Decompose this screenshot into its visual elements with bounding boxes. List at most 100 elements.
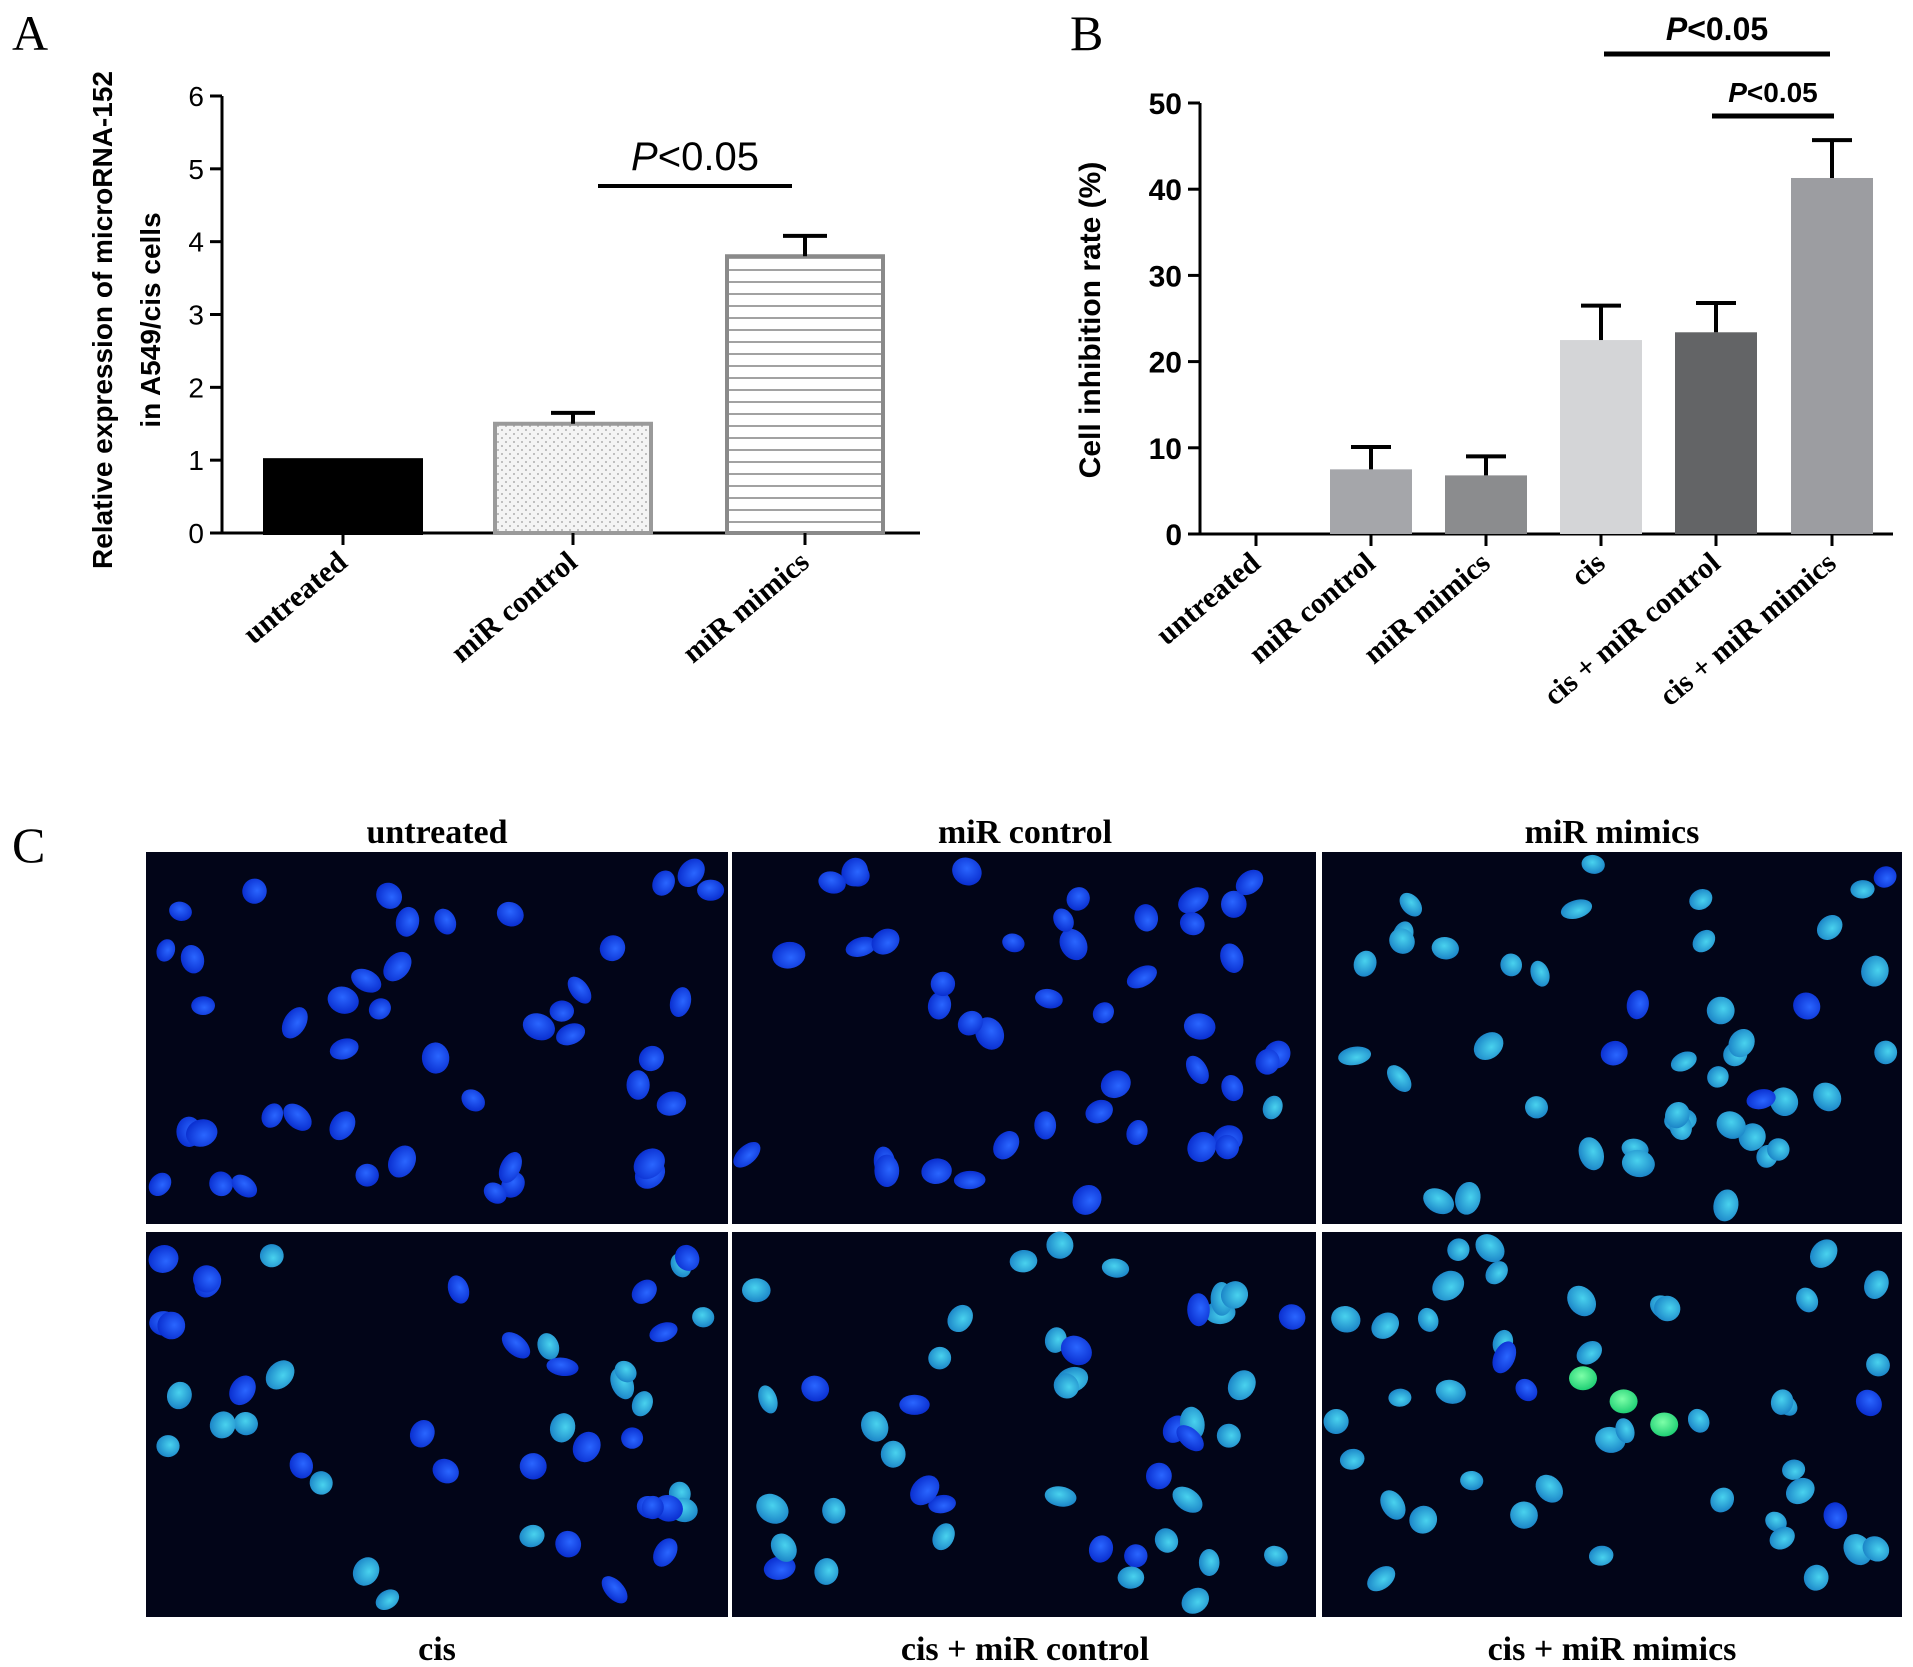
nucleus: [1578, 1137, 1605, 1171]
nucleus: [1124, 1544, 1148, 1568]
nucleus: [1220, 1281, 1249, 1309]
nucleus: [631, 1279, 657, 1304]
chart-b-x-tick-label: cis: [1565, 546, 1612, 593]
micrograph-label-top: miR control: [938, 814, 1112, 851]
nucleus: [652, 870, 675, 896]
nucleus: [1525, 1096, 1548, 1119]
nucleus: [975, 1017, 1005, 1050]
nucleus: [1126, 1119, 1148, 1146]
micrograph-panel: [732, 1231, 1316, 1617]
nucleus: [1492, 1341, 1517, 1374]
nucleus: [1072, 1184, 1102, 1215]
nucleus: [376, 882, 403, 909]
nucleus: [953, 1170, 986, 1190]
nucleus: [1198, 1549, 1220, 1576]
nucleus: [352, 1557, 380, 1586]
nucleus: [434, 908, 457, 935]
nucleus: [1387, 1065, 1412, 1093]
nucleus: [193, 1265, 221, 1293]
nucleus: [1813, 1082, 1842, 1112]
nucleus: [1823, 1502, 1848, 1529]
nucleus: [1600, 1040, 1628, 1066]
nucleus: [1770, 1389, 1794, 1415]
chart-b-bar-cis-miR-control: [1675, 332, 1757, 534]
nucleus: [758, 1385, 778, 1414]
nucleus: [1388, 1388, 1412, 1407]
nucleus: [1187, 1131, 1217, 1163]
chart-b-y-tick-label: 20: [1149, 347, 1182, 380]
nucleus: [1187, 1293, 1210, 1327]
nucleus: [1873, 866, 1897, 888]
nucleus: [496, 901, 524, 927]
nucleus: [1044, 1486, 1077, 1507]
apoptotic-nucleus: [1609, 1389, 1638, 1414]
nucleus: [329, 1038, 359, 1060]
nucleus: [1053, 1373, 1079, 1399]
nucleus: [1227, 1370, 1256, 1401]
nucleus: [1176, 1425, 1204, 1452]
nucleus: [148, 1172, 172, 1197]
nucleus: [692, 1307, 715, 1328]
nucleus: [1738, 1123, 1766, 1151]
nucleus: [928, 1346, 952, 1370]
nucleus: [259, 1244, 284, 1268]
micrograph-grid: untreated miR control miR mimics cis cis + m…: [144, 814, 1902, 1667]
nucleus: [191, 996, 215, 1016]
nucleus: [1417, 1307, 1439, 1332]
nucleus: [242, 878, 267, 904]
nucleus: [1216, 1423, 1241, 1448]
nucleus: [1035, 988, 1063, 1009]
nucleus: [928, 1494, 956, 1514]
nucleus: [818, 871, 846, 894]
nucleus: [1046, 1231, 1074, 1259]
chart-a-y-tick-label: 5: [188, 154, 204, 185]
nucleus: [1264, 1545, 1288, 1567]
nucleus: [1126, 965, 1157, 989]
nucleus: [556, 1023, 586, 1046]
nucleus: [1092, 1002, 1114, 1024]
nucleus: [1353, 950, 1377, 977]
nucleus: [432, 1458, 459, 1484]
chart-b-y-axis-label: Cell inhibition rate (%): [1074, 162, 1107, 479]
chart-b-y-tick-label: 40: [1149, 174, 1182, 207]
micrograph-label-bottom: cis + miR mimics: [1488, 1631, 1737, 1667]
chart-a-bar-miR-control: [493, 421, 653, 535]
nucleus: [1255, 1048, 1280, 1075]
nucleus: [733, 1141, 761, 1168]
apoptotic-nucleus: [1650, 1412, 1679, 1437]
chart-b-bar-cis: [1560, 340, 1642, 534]
nucleus: [329, 1111, 356, 1141]
nucleus: [1689, 889, 1713, 910]
chart-b: Cell inhibition rate (%) 0 10 20 30 40 50 untr…: [1074, 11, 1893, 712]
chart-a-x-tick-label: miR mimics: [676, 545, 815, 669]
nucleus: [231, 1174, 258, 1198]
nucleus: [1861, 955, 1889, 987]
nucleus: [1866, 1353, 1890, 1377]
nucleus: [156, 939, 176, 962]
nucleus: [289, 1452, 314, 1479]
nucleus: [621, 1427, 644, 1449]
nucleus: [1066, 887, 1090, 911]
nucleus: [1431, 936, 1459, 960]
nucleus: [1588, 1545, 1614, 1566]
nucleus: [1221, 890, 1247, 918]
nucleus: [1262, 1095, 1283, 1120]
nucleus: [166, 1381, 192, 1410]
nucleus: [421, 1042, 450, 1074]
chart-a-x-tick-label: miR control: [445, 545, 584, 669]
micrograph-label-bottom: cis: [418, 1631, 456, 1667]
nucleus: [1432, 1270, 1465, 1301]
panel-letter-b: B: [1070, 5, 1103, 61]
nucleus: [770, 1533, 797, 1562]
nucleus: [874, 1154, 900, 1187]
nucleus: [899, 1394, 930, 1415]
nucleus: [351, 968, 382, 993]
chart-b-y-tick-label: 50: [1149, 88, 1182, 121]
nucleus: [1765, 1511, 1787, 1532]
nucleus: [921, 1158, 952, 1184]
nucleus: [1220, 943, 1244, 973]
micrograph-background: [732, 852, 1316, 1224]
chart-b-y-tick-label: 30: [1149, 260, 1182, 293]
nucleus: [1535, 1474, 1563, 1503]
